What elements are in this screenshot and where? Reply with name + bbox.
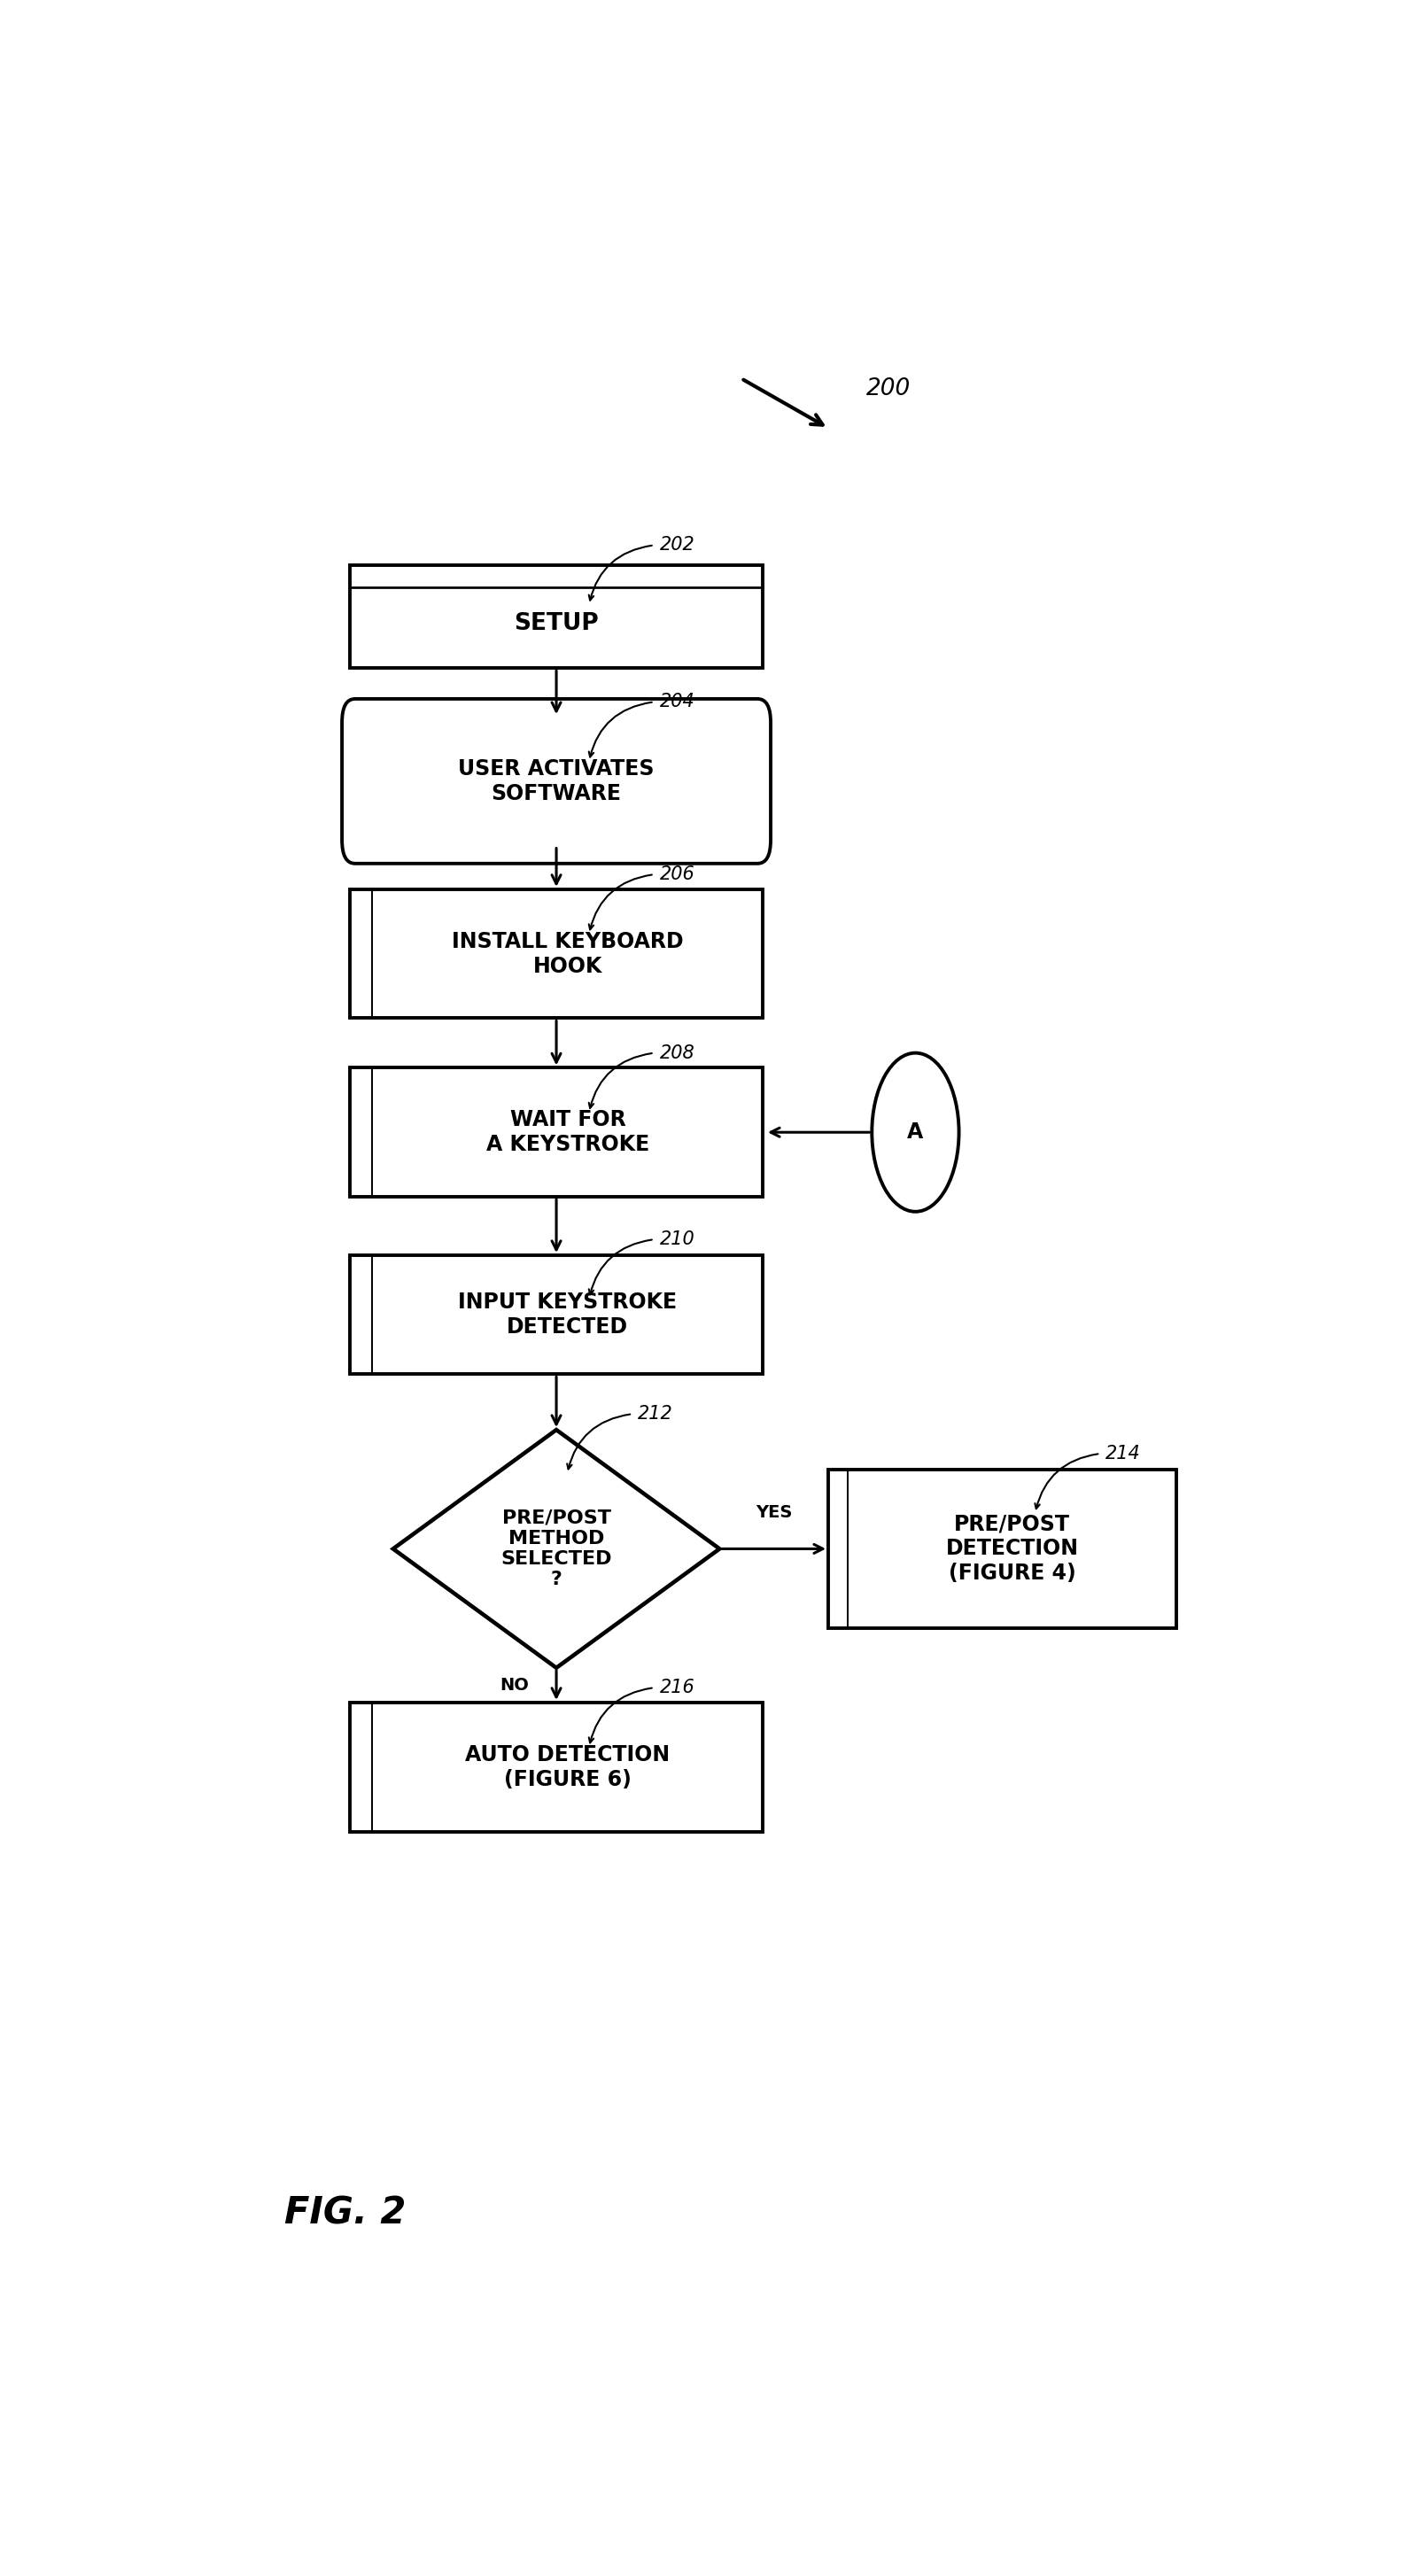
Text: YES: YES [755, 1504, 792, 1520]
Bar [350, 1703, 764, 1832]
Text: A: A [907, 1121, 924, 1144]
Text: FIG. 2: FIG. 2 [284, 2195, 406, 2231]
Text: USER ACTIVATES
SOFTWARE: USER ACTIVATES SOFTWARE [458, 757, 654, 804]
FancyBboxPatch shape [343, 698, 771, 863]
Text: 204: 204 [660, 693, 695, 711]
Text: INSTALL KEYBOARD
HOOK: INSTALL KEYBOARD HOOK [452, 930, 684, 976]
Text: 212: 212 [637, 1404, 673, 1422]
Text: NO: NO [500, 1677, 529, 1692]
Text: 206: 206 [660, 866, 695, 884]
Text: 214: 214 [1106, 1445, 1141, 1463]
Text: AUTO DETECTION
(FIGURE 6): AUTO DETECTION (FIGURE 6) [465, 1744, 670, 1790]
Bar [828, 1468, 1177, 1628]
Text: 200: 200 [866, 376, 911, 399]
Text: SETUP: SETUP [514, 613, 598, 634]
Circle shape [872, 1054, 959, 1211]
Text: PRE/POST
DETECTION
(FIGURE 4): PRE/POST DETECTION (FIGURE 4) [946, 1515, 1078, 1584]
Bar [350, 1069, 764, 1198]
Bar [350, 1255, 764, 1373]
Polygon shape [393, 1430, 720, 1667]
Text: 202: 202 [660, 536, 695, 554]
Bar [350, 889, 764, 1018]
Text: 210: 210 [660, 1231, 695, 1249]
Text: INPUT KEYSTROKE
DETECTED: INPUT KEYSTROKE DETECTED [458, 1291, 677, 1337]
Text: 216: 216 [660, 1680, 695, 1698]
Text: 208: 208 [660, 1043, 695, 1061]
Bar [350, 564, 764, 667]
Text: WAIT FOR
A KEYSTROKE: WAIT FOR A KEYSTROKE [486, 1110, 649, 1154]
Text: PRE/POST
METHOD
SELECTED
?: PRE/POST METHOD SELECTED ? [501, 1510, 612, 1589]
